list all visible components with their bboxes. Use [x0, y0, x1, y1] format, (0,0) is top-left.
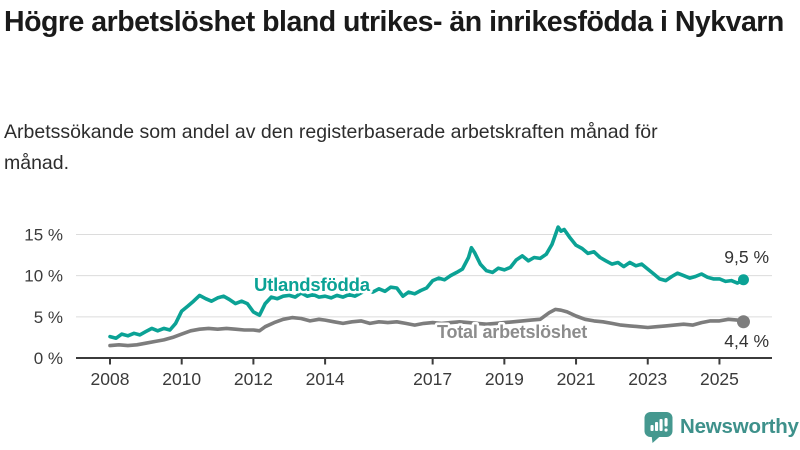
- newsworthy-logo-text: Newsworthy: [680, 415, 799, 438]
- x-tick-label-2021: 2021: [557, 369, 596, 389]
- x-tick-label-2008: 2008: [91, 369, 130, 389]
- y-tick-label-5: 5 %: [34, 308, 63, 327]
- x-tick-label-2012: 2012: [234, 369, 273, 389]
- y-tick-label-10: 10 %: [24, 267, 63, 286]
- x-tick-label-2025: 2025: [700, 369, 739, 389]
- series-label-utlandsfodda: Utlandsfödda: [254, 274, 371, 295]
- y-tick-label-15: 15 %: [24, 225, 63, 244]
- series-end-dot-utlandsfodda: [737, 274, 749, 286]
- bar-chart-bubble-icon: [644, 411, 673, 443]
- series-end-dot-total: [736, 315, 750, 329]
- series-line-utlandsfodda: [108, 225, 746, 341]
- series-value-label-total: 4,4 %: [724, 331, 769, 351]
- y-tick-label-0: 0 %: [34, 349, 63, 368]
- series-value-label-utlandsfodda: 9,5 %: [724, 247, 769, 267]
- x-tick-label-2017: 2017: [413, 369, 452, 389]
- x-tick-label-2014: 2014: [306, 369, 345, 389]
- chart-subtitle: Arbetssökande som andel av den registerb…: [4, 121, 658, 174]
- x-tick-label-2010: 2010: [162, 369, 201, 389]
- x-tick-label-2019: 2019: [485, 369, 524, 389]
- newsworthy-logo: Newsworthy: [644, 411, 799, 443]
- series-label-total: Total arbetslöshet: [437, 322, 587, 342]
- chart-title: Högre arbetslöshet bland utrikes- än inr…: [4, 6, 784, 38]
- series-line-total: [108, 307, 746, 348]
- x-tick-label-2023: 2023: [628, 369, 667, 389]
